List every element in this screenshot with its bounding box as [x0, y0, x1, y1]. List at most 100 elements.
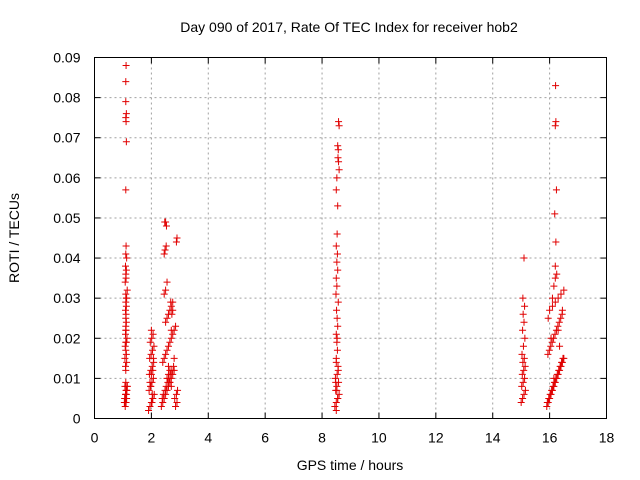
data-point: [519, 310, 527, 318]
data-point: [164, 342, 172, 350]
data-point: [334, 142, 342, 150]
data-point: [552, 82, 560, 90]
data-point: [333, 230, 341, 238]
data-point: [122, 250, 130, 258]
data-point: [122, 298, 130, 306]
grid: [94, 57, 607, 419]
data-point: [121, 342, 129, 350]
data-point: [162, 350, 170, 358]
data-point: [168, 310, 176, 318]
data-point: [520, 366, 528, 374]
data-point: [122, 78, 130, 86]
data-point: [121, 354, 129, 362]
data-point: [166, 378, 174, 386]
data-point: [559, 354, 567, 362]
data-point: [122, 346, 130, 354]
data-point: [172, 390, 180, 398]
data-point: [122, 378, 130, 386]
data-point: [121, 398, 129, 406]
data-point: [333, 370, 341, 378]
data-point: [333, 346, 341, 354]
data-point: [551, 274, 559, 282]
x-tick-labels: 0 2 4 6 8 10 12 14 16 18: [91, 430, 615, 446]
data-point: [332, 186, 340, 194]
data-point: [548, 294, 556, 302]
data-point: [517, 398, 525, 406]
data-point: [553, 370, 561, 378]
data-point: [520, 390, 528, 398]
data-point: [149, 346, 157, 354]
data-point: [333, 174, 341, 182]
data-point: [333, 250, 341, 258]
x-tick-label: 8: [318, 430, 326, 446]
data-point: [548, 302, 556, 310]
data-point: [121, 402, 129, 410]
data-point: [122, 138, 130, 146]
data-point: [552, 186, 560, 194]
data-point: [550, 374, 558, 382]
data-point: [163, 346, 171, 354]
data-point: [519, 326, 527, 334]
data-point: [172, 402, 180, 410]
data-point: [545, 394, 553, 402]
data-point: [149, 394, 157, 402]
data-point: [174, 386, 182, 394]
data-point: [518, 370, 526, 378]
y-tick-labels: 0 0.01 0.02 0.03 0.04 0.05 0.06 0.07 0.08 0.09: [53, 50, 80, 427]
data-point: [122, 306, 130, 314]
data-point: [519, 378, 527, 386]
data-point: [551, 210, 559, 218]
x-tick-label: 10: [371, 430, 387, 446]
data-point: [122, 294, 130, 302]
data-point: [334, 202, 342, 210]
data-point: [160, 354, 168, 362]
data-point: [543, 398, 551, 406]
x-tick-label: 4: [204, 430, 212, 446]
data-point: [519, 358, 527, 366]
y-axis-label: ROTI / TECUs: [6, 193, 22, 283]
data-point: [147, 382, 155, 390]
data-point: [171, 394, 179, 402]
data-point: [122, 110, 130, 118]
data-point: [122, 262, 130, 270]
data-point: [545, 346, 553, 354]
x-tick-label: 2: [147, 430, 155, 446]
data-point: [521, 362, 529, 370]
data-point: [163, 278, 171, 286]
data-point: [521, 386, 529, 394]
data-point: [333, 334, 341, 342]
data-point: [332, 406, 340, 414]
data-point: [551, 262, 559, 270]
data-point: [519, 394, 527, 402]
data-point: [555, 318, 563, 326]
data-point: [122, 114, 130, 122]
data-point: [122, 310, 130, 318]
y-tick-label: 0.09: [53, 50, 80, 66]
data-point: [335, 118, 343, 126]
y-tick-label: 0.04: [53, 250, 80, 266]
plot-frame: [94, 57, 607, 419]
data-point: [122, 318, 130, 326]
data-point: [148, 398, 156, 406]
data-point: [167, 334, 175, 342]
data-point: [169, 330, 177, 338]
data-point: [544, 314, 552, 322]
data-point: [557, 290, 565, 298]
data-point: [123, 286, 131, 294]
data-point: [173, 398, 181, 406]
data-point: [560, 286, 568, 294]
data-point: [551, 122, 559, 130]
data-point: [332, 242, 340, 250]
data-point: [122, 350, 130, 358]
data-point: [170, 354, 178, 362]
data-point: [162, 242, 170, 250]
data-point: [148, 362, 156, 370]
data-point: [122, 326, 130, 334]
data-point: [122, 98, 130, 106]
x-axis-label: GPS time / hours: [297, 457, 404, 473]
data-point: [122, 266, 130, 274]
data-point: [121, 278, 129, 286]
data-point: [167, 298, 175, 306]
x-tick-label: 16: [542, 430, 558, 446]
data-point: [122, 62, 130, 70]
